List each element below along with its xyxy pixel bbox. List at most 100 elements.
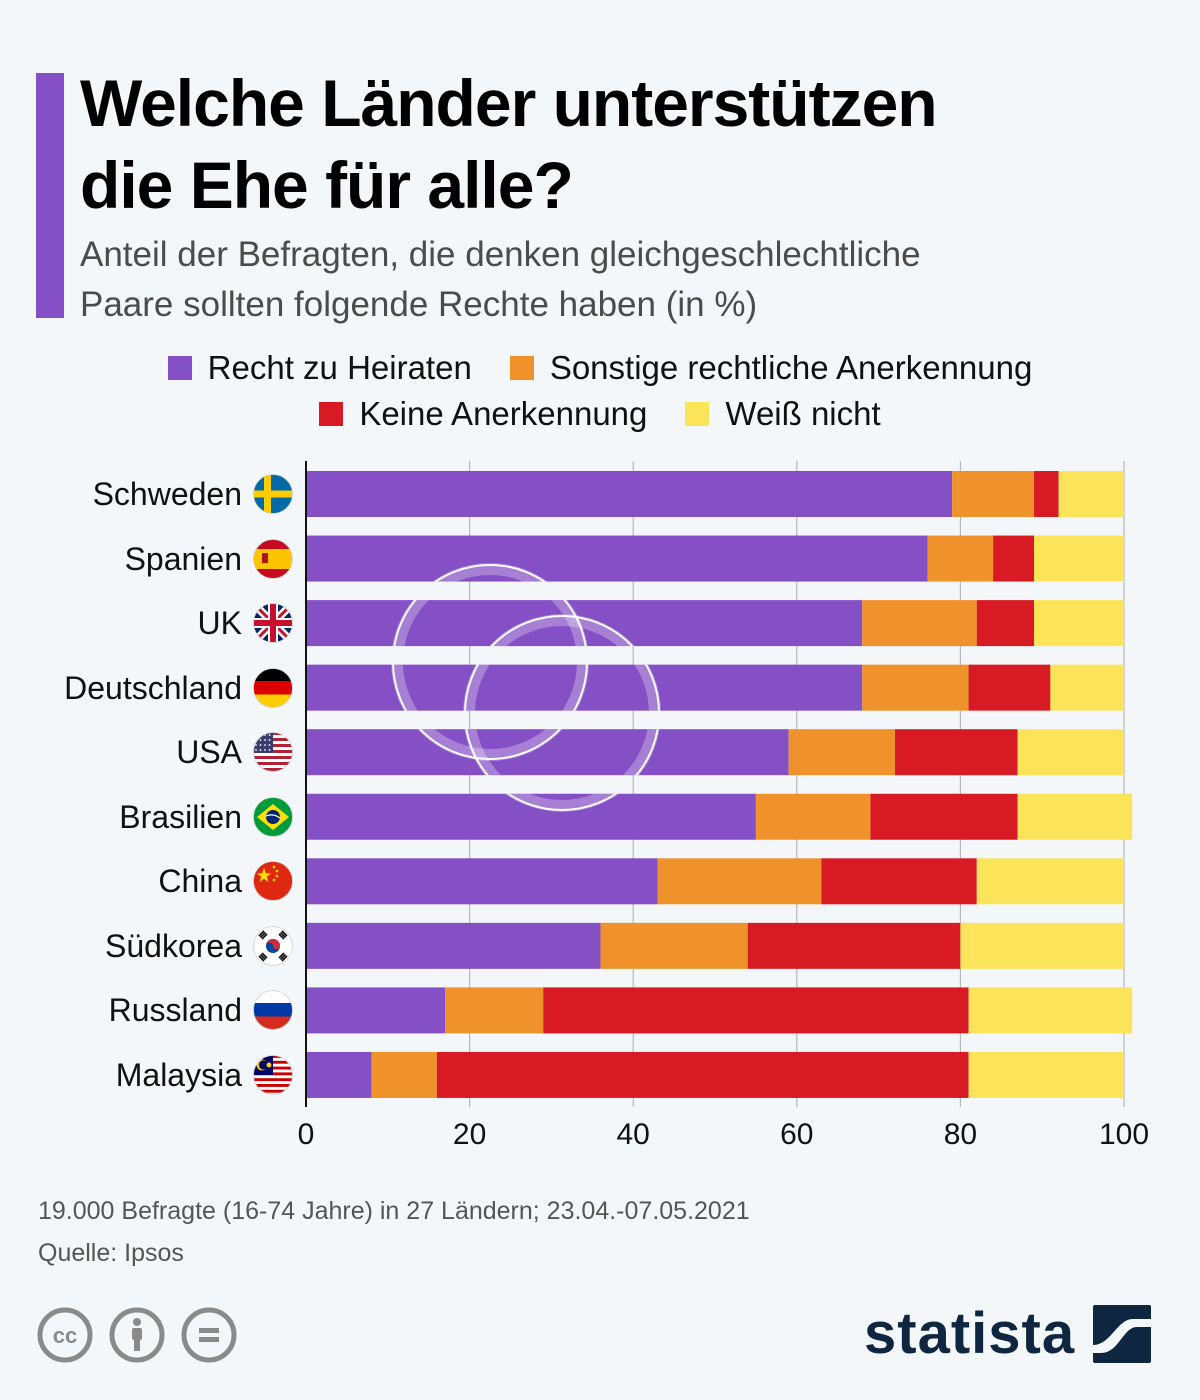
chart-title: Welche Länder unterstützen die Ehe für a… <box>80 62 1160 226</box>
no-derivatives-icon[interactable] <box>180 1306 238 1364</box>
bars <box>306 471 1133 1098</box>
bar-segment <box>306 1051 372 1098</box>
legend-row-2: Keine Anerkennung Weiß nicht <box>0 391 1200 437</box>
ring-icon <box>463 614 661 812</box>
source-note: Quelle: Ipsos <box>38 1239 184 1267</box>
bar-segment <box>657 858 822 905</box>
category-label: Malaysia <box>115 1056 242 1093</box>
legend-label: Keine Anerkennung <box>359 395 648 432</box>
x-tick-label: 60 <box>780 1118 813 1151</box>
logo-text: statista <box>864 1301 1076 1366</box>
bar-segment <box>371 1051 437 1098</box>
bar-segment <box>306 471 953 517</box>
chart-subtitle: Anteil der Befragten, die denken gleichg… <box>80 230 1160 330</box>
bar-segment <box>1017 793 1133 840</box>
flag-south-korea-icon <box>253 925 293 966</box>
accent-bar <box>36 73 64 318</box>
category-label: Spanien <box>124 540 242 577</box>
bar-segment <box>306 729 789 776</box>
flag-uk-icon <box>253 603 293 643</box>
category-label: Deutschland <box>64 669 242 706</box>
flag-russia-icon <box>253 990 293 1031</box>
bar-segment <box>976 600 1035 647</box>
bar-segment <box>755 793 871 840</box>
bar-segment <box>870 793 1018 840</box>
x-tick-label: 100 <box>1099 1118 1149 1151</box>
flag-sweden-icon <box>253 474 293 514</box>
bar-segment <box>306 535 928 582</box>
category-label: Russland <box>108 992 242 1029</box>
category-label: Schweden <box>92 476 242 512</box>
x-tick-label: 20 <box>453 1118 486 1151</box>
svg-text:cc: cc <box>53 1323 77 1348</box>
bar-segment <box>960 922 1124 969</box>
title-line-1: Welche Länder unterstützen <box>80 66 938 140</box>
footer-note: 19.000 Befragte (16-74 Jahre) in 27 Länd… <box>38 1190 750 1274</box>
flag-brazil-icon <box>253 796 293 837</box>
legend-item-keine-anerkennung: Keine Anerkennung <box>319 395 647 433</box>
bar-segment <box>1034 471 1059 517</box>
cc-icon[interactable]: cc <box>36 1306 94 1364</box>
bar-segment <box>821 858 977 905</box>
bar-segment <box>436 1051 969 1098</box>
attribution-icon[interactable] <box>108 1306 166 1364</box>
subtitle-line-2: Paare sollten folgende Rechte haben (in … <box>80 285 758 324</box>
bar-segment <box>862 664 969 711</box>
bar-segment <box>306 922 601 969</box>
x-tick-label: 80 <box>944 1118 977 1151</box>
flag-malaysia-icon <box>253 1055 293 1095</box>
category-label: China <box>158 863 242 900</box>
legend-row-1: Recht zu Heiraten Sonstige rechtliche An… <box>0 345 1200 391</box>
legend-item-weiss-nicht: Weiß nicht <box>685 395 881 433</box>
bar-segment <box>968 987 1133 1034</box>
license-icons: cc <box>36 1306 238 1364</box>
title-line-2: die Ehe für alle? <box>80 148 574 222</box>
bar-segment <box>993 535 1035 582</box>
legend-label: Weiß nicht <box>725 395 881 432</box>
bar-segment <box>306 858 658 905</box>
bar-segment <box>894 729 1018 776</box>
bar-segment <box>306 793 756 840</box>
bar-segment <box>600 922 748 969</box>
subtitle-line-1: Anteil der Befragten, die denken gleichg… <box>80 235 921 274</box>
survey-note: 19.000 Befragte (16-74 Jahre) in 27 Länd… <box>38 1197 750 1225</box>
bar-segment <box>952 471 1035 517</box>
flag-china-icon <box>253 861 293 902</box>
bar-segment <box>543 987 969 1034</box>
category-label: USA <box>176 734 242 771</box>
legend-item-recht-zu-heiraten: Recht zu Heiraten <box>167 349 472 387</box>
flag-germany-icon <box>253 667 293 708</box>
bar-segment <box>1034 535 1124 582</box>
legend-item-sonstige: Sonstige rechtliche Anerkennung <box>509 349 1033 387</box>
category-label: Brasilien <box>119 798 242 835</box>
legend-label: Sonstige rechtliche Anerkennung <box>549 349 1033 386</box>
bar-segment <box>1050 664 1124 711</box>
legend: Recht zu Heiraten Sonstige rechtliche An… <box>0 345 1200 437</box>
category-label: UK <box>197 605 242 642</box>
bar-segment <box>862 600 977 647</box>
bar-segment <box>1034 600 1124 647</box>
legend-swatch <box>167 356 192 380</box>
statista-logo-icon <box>1093 1304 1152 1363</box>
legend-label: Recht zu Heiraten <box>207 349 472 386</box>
bar-segment <box>445 987 544 1034</box>
ring-icon <box>391 563 589 761</box>
category-label: Südkorea <box>105 927 242 964</box>
bar-segment <box>976 858 1124 905</box>
x-tick-label: 40 <box>617 1118 650 1151</box>
bar-segment <box>1017 729 1124 776</box>
legend-swatch <box>685 402 710 426</box>
bar-segment <box>968 664 1051 711</box>
flag-usa-icon <box>253 732 293 773</box>
statista-logo[interactable]: statista <box>864 1300 1152 1367</box>
bar-segment <box>788 729 895 776</box>
legend-swatch <box>509 356 534 380</box>
bar-segment <box>306 987 446 1034</box>
bar-segment <box>968 1051 1124 1098</box>
flag-spain-icon <box>253 538 293 579</box>
x-tick-label: 0 <box>298 1118 315 1151</box>
legend-swatch <box>319 402 344 426</box>
bar-segment <box>1058 471 1124 517</box>
bar-segment <box>927 535 994 582</box>
